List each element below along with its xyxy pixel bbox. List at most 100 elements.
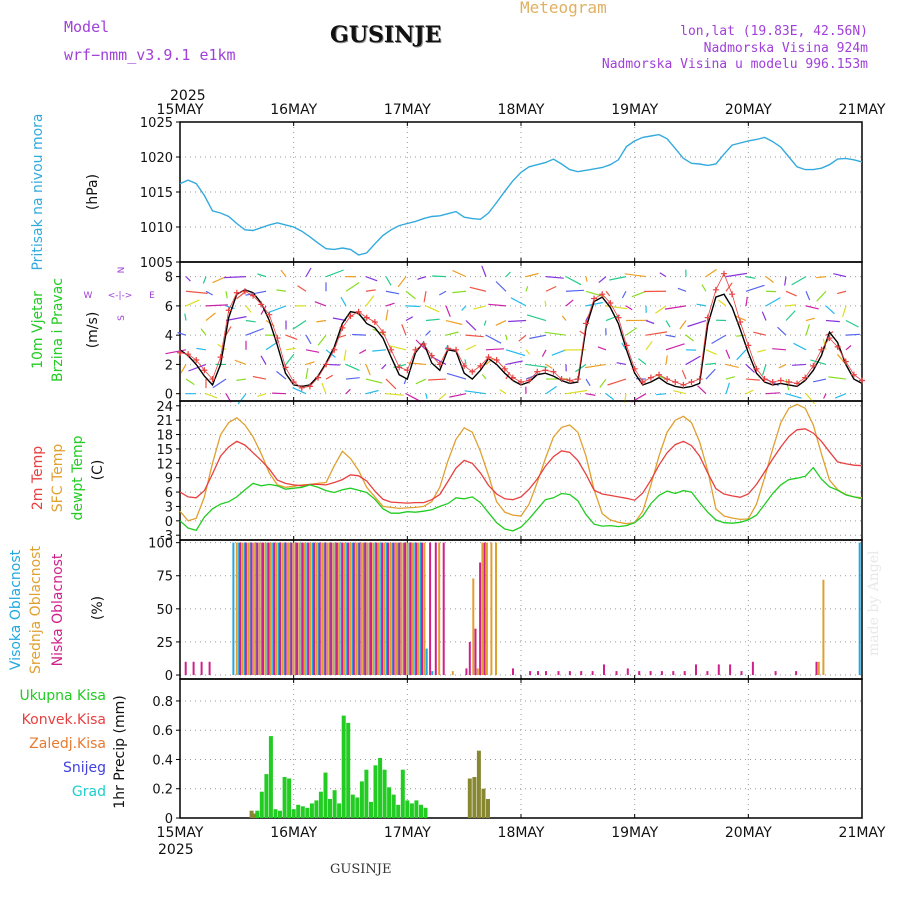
wind-barb [205, 312, 216, 321]
elevation-label: Nadmorska Visina 924m [703, 41, 868, 56]
wind-barb [685, 334, 694, 342]
wind-barb [217, 343, 227, 351]
wind-barb [276, 370, 287, 380]
wind-barb [812, 378, 827, 383]
wind-barb [545, 385, 557, 395]
precip-bar [264, 774, 269, 818]
wind-barb [297, 285, 307, 292]
wind-barb [446, 372, 467, 380]
wind-barb [565, 289, 584, 292]
wind-barb [545, 276, 564, 279]
wind-barb [359, 349, 367, 355]
y-tick-label: 0 [165, 669, 173, 684]
wind-barb [464, 390, 487, 395]
wind-barb [545, 285, 557, 292]
wind-barb [196, 347, 207, 351]
wind-barb [837, 290, 847, 295]
wind-barb [525, 272, 539, 278]
wind-barb [664, 305, 687, 310]
y-tick-label: 100 [148, 537, 173, 552]
wind-barb [784, 276, 787, 286]
wind-barb [325, 374, 333, 380]
precip-bar [300, 806, 305, 818]
precip-bar [255, 810, 260, 818]
wind-barb [372, 349, 387, 352]
wind-barb [272, 392, 287, 395]
wind-barb [177, 331, 187, 336]
wind-barb [236, 378, 247, 381]
wind-barb [405, 305, 420, 308]
y-tick-label: 12 [156, 457, 173, 472]
wind-barb [544, 300, 547, 307]
wind-barb [365, 389, 379, 395]
wind-barb [545, 363, 553, 369]
wind-barb [224, 276, 247, 279]
precip-bar [414, 800, 419, 818]
wind-barb [845, 319, 859, 328]
y-tick-label: 0 [165, 812, 173, 827]
y-tick-label: 15 [156, 443, 173, 458]
wind-barb [385, 290, 400, 295]
wind-barb [225, 326, 232, 336]
x-top-year-label: 2025 [170, 88, 206, 104]
wind-barb [212, 276, 227, 284]
y-tick-label: 18 [156, 429, 173, 444]
wind-barb [432, 275, 447, 278]
wind-barb [499, 389, 507, 395]
wind-barb [725, 382, 730, 394]
precip-bar [278, 810, 282, 818]
wind-barb [425, 305, 440, 313]
footer-station: GUSINJE [330, 862, 392, 877]
y-axis-label-wind: 10m Vjetar [30, 291, 46, 369]
wind-barb [585, 378, 591, 387]
precip-bar [405, 800, 410, 818]
wind-barb [481, 374, 487, 380]
y-axis-label-wind-dir: Brzina i Pravac [50, 278, 66, 382]
wind-barb [314, 301, 327, 307]
wind-barb [317, 334, 327, 346]
x-bottom-year-label: 2025 [158, 842, 194, 858]
wind-barb [485, 348, 504, 351]
precip-bar [309, 803, 314, 818]
precip-bar [364, 769, 369, 818]
wind-barb [305, 361, 315, 365]
wind-barb [438, 393, 447, 401]
precip-bar [296, 804, 301, 818]
wind-barb [762, 364, 767, 376]
wind-barb [245, 305, 252, 313]
wind-barb [718, 299, 727, 307]
wind-barb [305, 334, 312, 345]
wind-barb [385, 378, 397, 390]
wind-barb [285, 347, 296, 351]
y-axis-label-precip: 1hr Precip (mm) [112, 695, 128, 808]
wind-barb [180, 364, 187, 374]
wind-barb [449, 393, 467, 398]
dewpt-temp-line [179, 466, 863, 532]
y-tick-label: 3 [165, 500, 173, 515]
wind-barb [736, 349, 747, 361]
panel-4: 0 0.2 0.4 0.6 0.8 [152, 678, 863, 827]
wind-barb [565, 389, 588, 395]
wind-barb [385, 302, 395, 307]
precip-bar [346, 722, 351, 818]
x-bottom-tick-label: 15MAY [157, 825, 204, 841]
y-tick-label: 50 [156, 603, 173, 618]
watermark: made by Angel [866, 550, 882, 657]
wind-barb [785, 290, 797, 297]
wind-barb [417, 276, 427, 280]
y-tick-label: 1005 [140, 256, 173, 271]
y-tick-label: 0 [165, 515, 173, 530]
y-tick-label: 0.8 [152, 695, 173, 710]
wind-barb [525, 349, 531, 355]
direction-north: N [117, 267, 127, 274]
wind-barb [665, 320, 671, 328]
direction-west: W [84, 291, 93, 301]
wind-barb [725, 376, 735, 380]
pressure-series-line [179, 133, 863, 256]
wind-barb [599, 378, 607, 388]
wind-barb [765, 297, 781, 307]
model-label: Model [64, 18, 110, 36]
wind-barb [805, 324, 810, 336]
wind-barb [541, 349, 547, 357]
